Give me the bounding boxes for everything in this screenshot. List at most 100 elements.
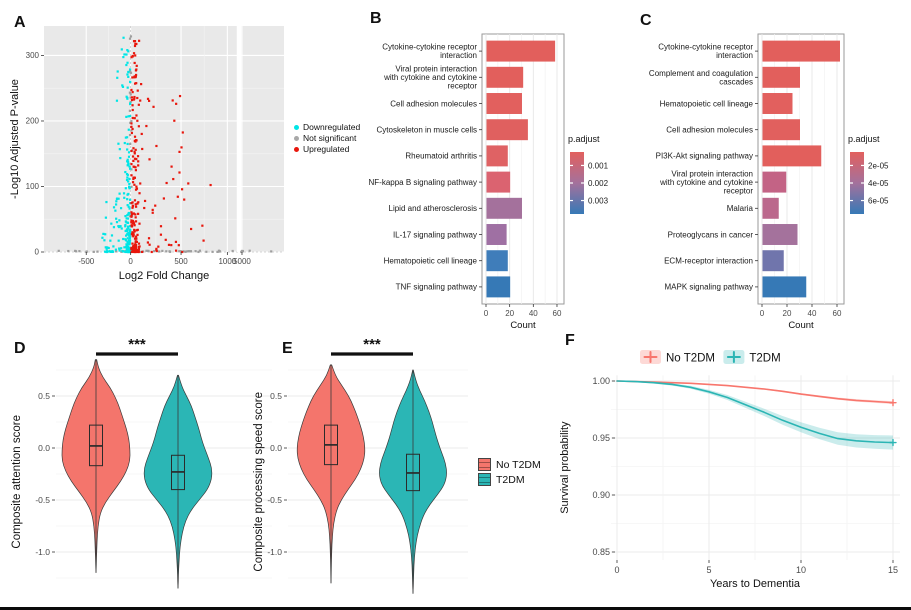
svg-text:40: 40	[529, 309, 538, 318]
svg-text:0.85: 0.85	[592, 547, 610, 557]
svg-text:60: 60	[553, 309, 562, 318]
bar-8	[762, 250, 784, 272]
bar-1	[486, 66, 524, 88]
axis-break-band	[236, 26, 242, 252]
bar-9	[486, 276, 511, 298]
svg-text:Malaria: Malaria	[727, 204, 754, 213]
volcano-legend: Downregulated Not significant Upregulated	[294, 122, 360, 155]
svg-text:-1.0: -1.0	[267, 547, 282, 557]
svg-text:0.5: 0.5	[38, 391, 50, 401]
svg-text:-0.5: -0.5	[35, 495, 50, 505]
svg-text:ECM-receptor interaction: ECM-receptor interaction	[664, 257, 753, 266]
kegg-barchart-b: Cytokine-cytokine receptor interaction Vir…	[368, 33, 609, 330]
plot-background	[44, 26, 284, 252]
svg-text:Composite processing speed sco: Composite processing speed score	[253, 392, 265, 572]
up-outliers	[183, 182, 212, 242]
x-axis: 0 20 40 60 Count	[484, 304, 562, 330]
panel-f-label: F	[565, 332, 575, 349]
significance-bar: ***	[96, 336, 178, 356]
bar-2	[762, 93, 793, 114]
svg-text:Composite attention score: Composite attention score	[11, 415, 23, 549]
svg-text:Count: Count	[788, 320, 814, 330]
gridlines	[611, 375, 900, 560]
svg-text:60: 60	[833, 309, 842, 318]
violin-legend: No T2DM T2DM	[478, 458, 541, 488]
svg-text:Cytoskeleton in muscle cells: Cytoskeleton in muscle cells	[377, 126, 477, 135]
down-high	[115, 36, 128, 160]
panel-b-enrichment-bars: B Cytokine-cytokine receptor interaction V…	[360, 6, 642, 330]
volcano-legend-item: Downregulated	[294, 122, 360, 133]
svg-text:-Log10 Adjusted P-value: -Log10 Adjusted P-value	[9, 79, 21, 199]
legend-swatch	[294, 136, 299, 141]
svg-text:1.00: 1.00	[592, 376, 610, 386]
violin-legend-item: T2DM	[478, 473, 541, 486]
legend-swatch	[478, 458, 491, 471]
svg-text:0.90: 0.90	[592, 490, 610, 500]
svg-text:15: 15	[888, 565, 898, 575]
up-stripe	[130, 39, 142, 254]
svg-text:0.95: 0.95	[592, 433, 610, 443]
bar-7	[486, 224, 507, 245]
legend-swatch	[294, 125, 299, 130]
svg-text:5000: 5000	[233, 257, 251, 266]
svg-text:T2DM: T2DM	[749, 353, 780, 365]
svg-text:-1.0: -1.0	[35, 547, 50, 557]
category-axis: Cytokine-cytokine receptor interaction Vir…	[368, 43, 482, 292]
colorbar-legend: p.adjust 0.001 0.002 0.003	[568, 134, 609, 214]
volcano-legend-item: Not significant	[294, 133, 360, 144]
legend-swatch	[294, 147, 299, 152]
svg-text:Rheumatoid arthritis: Rheumatoid arthritis	[405, 152, 477, 161]
bar-6	[486, 197, 522, 219]
bar-9	[762, 276, 807, 298]
svg-text:40: 40	[808, 309, 817, 318]
svg-text:Lipid and atherosclerosis: Lipid and atherosclerosis	[389, 204, 478, 213]
svg-text:0: 0	[128, 257, 133, 266]
panel-f-survival: F 1.00 0.95 0.90 0.85 0 5 10 15 Years to Dementi…	[552, 332, 908, 608]
svg-text:Proteoglycans in cancer: Proteoglycans in cancer	[668, 230, 754, 239]
svg-text:200: 200	[26, 117, 40, 126]
svg-text:p.adjust: p.adjust	[848, 134, 880, 144]
bar-8	[486, 250, 508, 272]
svg-text:2e-05: 2e-05	[868, 161, 889, 170]
svg-text:Years to Dementia: Years to Dementia	[710, 578, 801, 590]
bar-4	[762, 145, 822, 167]
svg-text:0.003: 0.003	[588, 197, 609, 206]
panel-d-violin: D *** 0.5 0.0 -0.5 -1.0 Composite attention s…	[6, 330, 278, 608]
legend-label: Upregulated	[303, 144, 350, 154]
bar-7	[762, 224, 798, 245]
svg-text:20: 20	[783, 309, 792, 318]
svg-text:1000: 1000	[218, 257, 236, 266]
significance-bar: ***	[331, 336, 413, 356]
svg-text:Log2 Fold Change: Log2 Fold Change	[119, 270, 210, 282]
svg-text:-500: -500	[78, 257, 95, 266]
svg-text:Count: Count	[510, 320, 536, 330]
points	[57, 35, 273, 254]
svg-text:20: 20	[505, 309, 514, 318]
violin-t2dm	[143, 374, 213, 589]
svg-text:0: 0	[484, 309, 489, 318]
bar-2	[486, 93, 522, 114]
bar-5	[762, 171, 787, 193]
panel-a-volcano: A 0 100 200 300 -500 0 500 1000 5000 Log2 Fold Ch…	[6, 6, 360, 324]
violin-no-t2dm	[296, 364, 366, 584]
legend-swatch	[478, 473, 491, 486]
y-axis: 0.5 0.0 -0.5 -1.0 Composite attention score	[11, 391, 55, 557]
svg-text:500: 500	[174, 257, 188, 266]
svg-text:300: 300	[26, 51, 40, 60]
legend-label: Not significant	[303, 133, 357, 143]
gridlines	[44, 26, 284, 253]
svg-text:0.001: 0.001	[588, 161, 609, 170]
svg-text:0.0: 0.0	[38, 443, 50, 453]
axes: 1.00 0.95 0.90 0.85 0 5 10 15 Years to Dementia S…	[559, 376, 898, 590]
svg-text:0.0: 0.0	[270, 443, 282, 453]
svg-text:0.002: 0.002	[588, 179, 609, 188]
panel-e-label: E	[282, 340, 293, 357]
curve-t2dm	[616, 380, 897, 450]
